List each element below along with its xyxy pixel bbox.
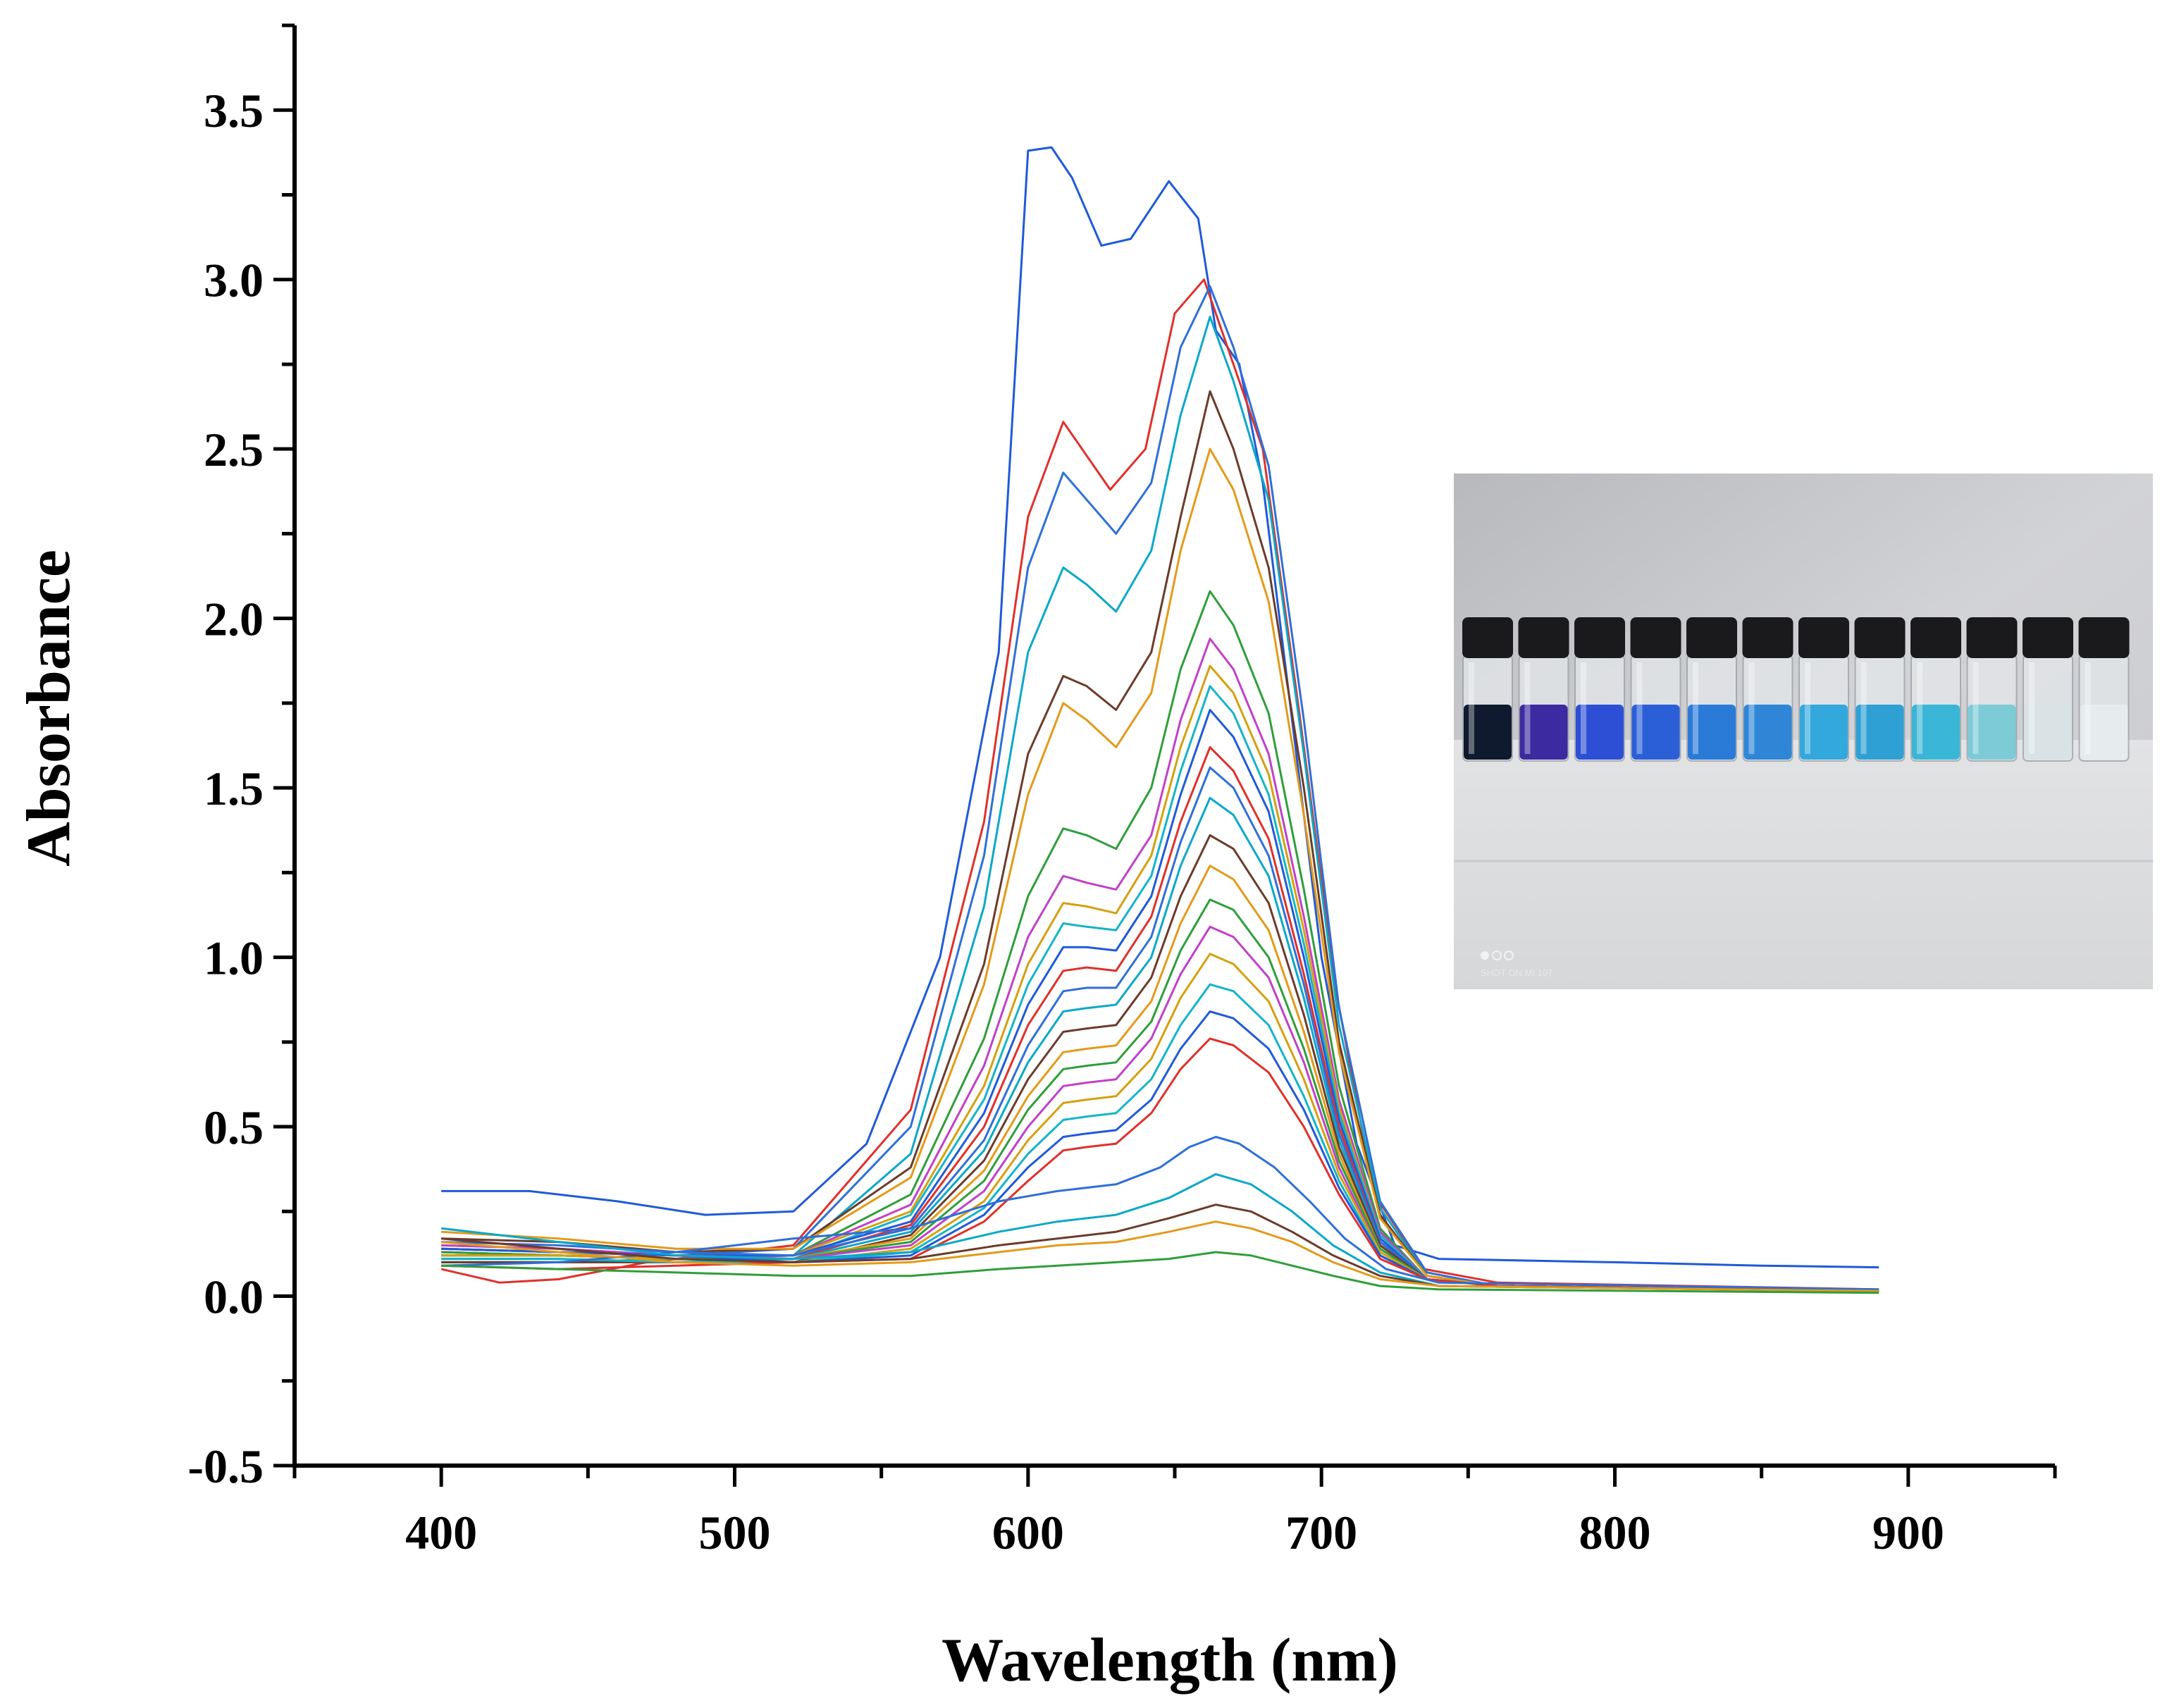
y-tick-label: 2.0 xyxy=(204,593,264,646)
vial-cap xyxy=(1854,617,1906,658)
series-line-6 xyxy=(441,447,1879,1292)
series-line-13 xyxy=(441,766,1879,1292)
y-tick-label: 3.5 xyxy=(204,84,264,137)
vial-7 xyxy=(1798,617,1849,762)
series-line-8 xyxy=(441,638,1879,1292)
series-line-5 xyxy=(441,390,1879,1292)
vial-cap xyxy=(1518,617,1569,658)
series-line-20 xyxy=(441,983,1879,1292)
vial-4 xyxy=(1630,617,1681,762)
vial-5 xyxy=(1686,617,1737,762)
series-layer xyxy=(440,146,1879,1294)
series-line-25 xyxy=(441,1203,1879,1292)
vial-highlight xyxy=(1469,662,1474,754)
vial-9 xyxy=(1910,617,1961,762)
inset-dot-3 xyxy=(1504,951,1514,960)
vial-highlight xyxy=(2029,662,2035,754)
vials xyxy=(1462,617,2130,762)
vial-1 xyxy=(1462,617,1513,762)
x-axis-ticks: 400 500 600 700 800 900 xyxy=(292,1466,2057,1559)
vial-cap xyxy=(1798,617,1849,658)
x-tick-label: 700 xyxy=(1285,1506,1357,1559)
vial-highlight xyxy=(1636,662,1643,754)
vial-solution xyxy=(1576,705,1624,760)
x-tick-label: 900 xyxy=(1872,1506,1944,1559)
y-tick-label: 1.0 xyxy=(204,932,264,985)
series-line-27 xyxy=(441,1251,1879,1294)
vial-solution xyxy=(1912,705,1960,760)
series-line-23 xyxy=(441,1136,1879,1291)
y-tick-label: 2.5 xyxy=(204,423,264,476)
vial-3 xyxy=(1574,617,1625,762)
y-tick-label: 1.5 xyxy=(204,762,264,815)
vial-cap xyxy=(1686,617,1737,658)
vial-highlight xyxy=(1805,662,1810,754)
x-axis-title: Wavelength (nm) xyxy=(941,1626,1398,1695)
vial-cap xyxy=(1630,617,1681,658)
inset-photo-cloth xyxy=(1454,740,2153,989)
x-tick-label: 500 xyxy=(699,1506,771,1559)
vial-highlight xyxy=(1524,662,1531,754)
vial-highlight xyxy=(1748,662,1755,754)
y-tick-label: 0.5 xyxy=(204,1101,264,1154)
inset-photo: SHOT ON MI 10T xyxy=(1454,474,2153,989)
vial-solution xyxy=(1856,705,1904,760)
x-tick-label: 800 xyxy=(1579,1506,1651,1559)
vial-highlight xyxy=(2085,662,2091,754)
vial-highlight xyxy=(1693,662,1698,754)
vial-solution xyxy=(1688,705,1736,760)
y-axis-title: Absorbance xyxy=(15,550,83,867)
inset-dot-2 xyxy=(1492,951,1502,960)
vial-cap xyxy=(1574,617,1625,658)
vial-cap xyxy=(1462,617,1513,658)
vial-cap xyxy=(1910,617,1961,658)
vial-6 xyxy=(1742,617,1794,762)
vial-solution xyxy=(1800,705,1848,760)
vial-solution xyxy=(2024,705,2072,760)
vial-highlight xyxy=(1860,662,1867,754)
series-line-11 xyxy=(441,709,1879,1292)
vial-cap xyxy=(2023,617,2073,658)
y-tick-label: 3.0 xyxy=(204,254,264,307)
x-tick-label: 400 xyxy=(405,1506,477,1559)
series-line-21 xyxy=(441,1010,1879,1292)
series-line-26 xyxy=(441,1220,1879,1292)
vial-solution xyxy=(2080,705,2128,760)
x-tick-label: 600 xyxy=(992,1506,1064,1559)
y-axis-ticks: -0.5 0.0 0.5 1.0 1.5 2.0 2.5 3.0 3.5 xyxy=(187,23,295,1493)
vial-solution xyxy=(1968,705,2016,760)
vial-highlight xyxy=(1581,662,1586,754)
series-line-24 xyxy=(441,1172,1879,1292)
vial-solution xyxy=(1464,705,1512,760)
inset-photo-caption: SHOT ON MI 10T xyxy=(1481,967,1553,978)
series-line-17 xyxy=(441,898,1879,1292)
vial-cap xyxy=(1742,617,1794,658)
vial-2 xyxy=(1518,617,1569,762)
vial-solution xyxy=(1519,705,1568,760)
y-tick-label: -0.5 xyxy=(187,1440,264,1493)
vial-solution xyxy=(1743,705,1792,760)
y-tick-label: 0.0 xyxy=(204,1270,264,1324)
vial-highlight xyxy=(1917,662,1922,754)
vial-solution xyxy=(1631,705,1680,760)
vial-cap xyxy=(1966,617,2018,658)
inset-dot-1 xyxy=(1481,951,1489,960)
vial-highlight xyxy=(1972,662,1979,754)
vial-8 xyxy=(1854,617,1906,762)
vial-12 xyxy=(2078,617,2130,762)
vial-cap xyxy=(2078,617,2130,658)
vial-11 xyxy=(2023,617,2073,762)
series-line-3 xyxy=(441,285,1879,1292)
series-line-19 xyxy=(441,953,1879,1292)
vial-10 xyxy=(1966,617,2018,762)
